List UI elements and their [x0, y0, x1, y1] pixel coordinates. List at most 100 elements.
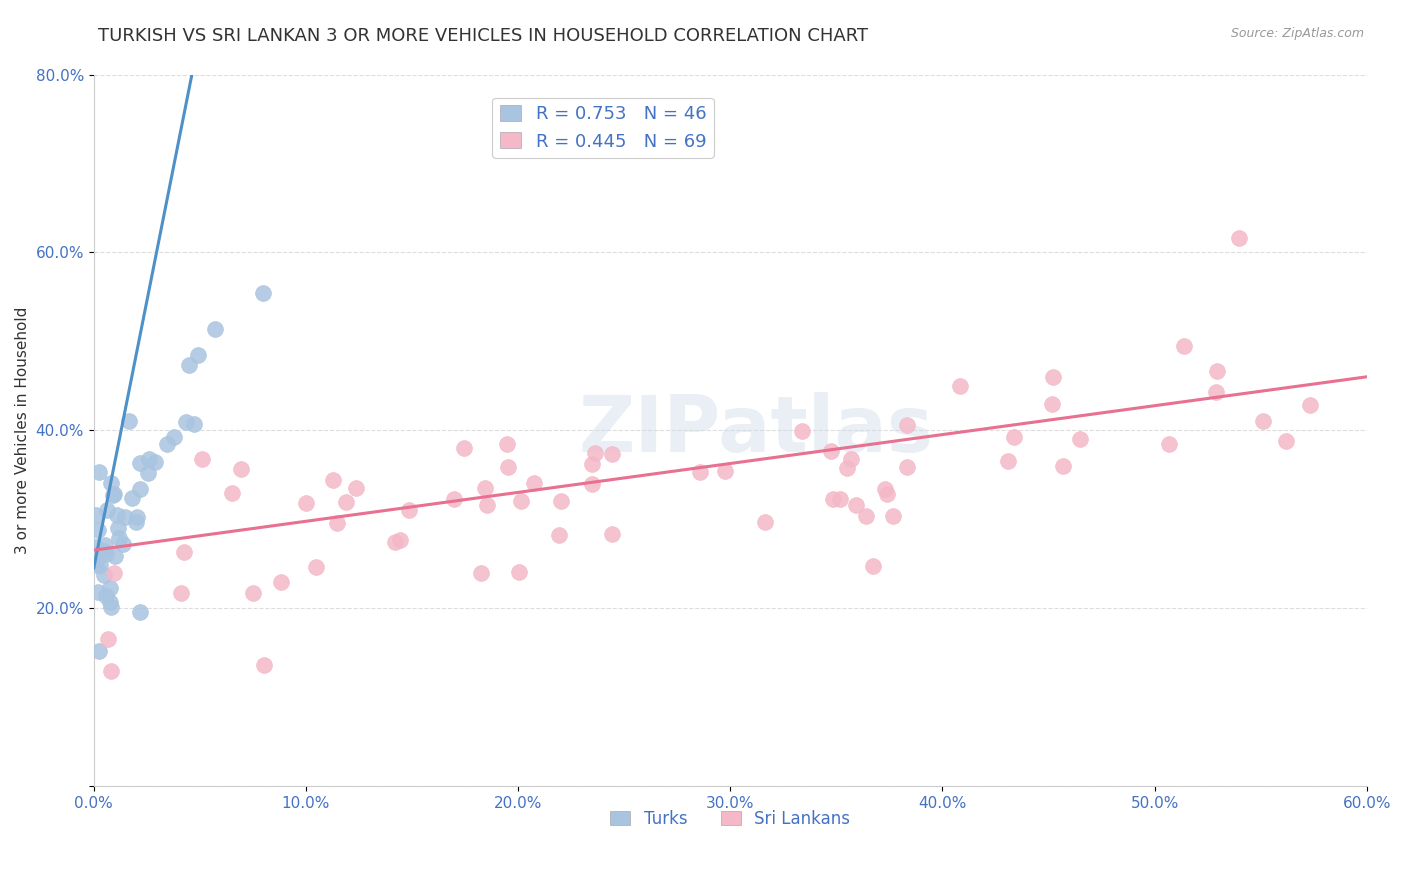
Point [1275, 434, 1298, 449]
Point [295, 496, 318, 510]
Point [855, 508, 877, 523]
Point [600, 527, 623, 541]
Point [470, 566, 492, 580]
Point [581, 457, 603, 471]
Point [1205, 385, 1227, 400]
Point [835, 461, 858, 475]
Point [204, 322, 226, 336]
Point [118, 414, 141, 428]
Text: Source: ZipAtlas.com: Source: ZipAtlas.com [1230, 27, 1364, 40]
Point [583, 445, 606, 459]
Point [876, 487, 898, 501]
Point [104, 549, 127, 563]
Point [101, 488, 124, 502]
Point [191, 452, 214, 467]
Text: ZIPatlas: ZIPatlas [578, 392, 934, 468]
Point [1227, 230, 1250, 244]
Point [125, 515, 148, 529]
Point [97, 632, 120, 646]
Y-axis label: 3 or more Vehicles in Household: 3 or more Vehicles in Household [15, 307, 30, 554]
Point [100, 476, 122, 491]
Point [114, 510, 136, 524]
Point [322, 473, 344, 487]
Point [498, 460, 520, 475]
Point [1052, 458, 1074, 473]
Point [87, 585, 110, 599]
Point [1159, 437, 1181, 451]
Point [548, 528, 571, 542]
Point [714, 464, 737, 478]
Text: TURKISH VS SRI LANKAN 3 OR MORE VEHICLES IN HOUSEHOLD CORRELATION CHART: TURKISH VS SRI LANKAN 3 OR MORE VEHICLES… [98, 27, 869, 45]
Point [1069, 432, 1091, 446]
Point [138, 451, 160, 466]
Point [1251, 414, 1274, 428]
Point [187, 348, 209, 362]
Point [828, 492, 851, 507]
Point [689, 466, 711, 480]
Point [94, 589, 117, 603]
Point [107, 521, 129, 535]
Point [229, 462, 252, 476]
Point [581, 476, 603, 491]
Point [170, 586, 193, 600]
Point [93, 544, 115, 558]
Point [862, 559, 884, 574]
Point [129, 483, 152, 497]
Point [997, 453, 1019, 467]
Point [242, 585, 264, 599]
Point [96, 547, 118, 561]
Point [84, 558, 107, 573]
Point [398, 503, 420, 517]
Point [496, 437, 519, 451]
Point [896, 418, 918, 433]
Point [474, 481, 496, 495]
Point [550, 494, 572, 508]
Point [882, 508, 904, 523]
Point [84, 553, 107, 567]
Point [326, 516, 349, 531]
Point [108, 531, 131, 545]
Point [112, 536, 135, 550]
Point [845, 499, 868, 513]
Point [523, 475, 546, 490]
Point [96, 503, 118, 517]
Point [103, 566, 125, 580]
Point [253, 657, 276, 672]
Point [174, 415, 197, 429]
Point [1173, 339, 1195, 353]
Point [100, 599, 122, 614]
Point [823, 492, 845, 507]
Point [820, 444, 842, 458]
Point [252, 286, 274, 301]
Point [173, 544, 195, 558]
Point [87, 644, 110, 658]
Point [453, 441, 475, 455]
Point [443, 492, 465, 507]
Point [179, 358, 201, 372]
Point [86, 523, 108, 537]
Point [129, 456, 152, 470]
Point [1040, 397, 1063, 411]
Point [1042, 370, 1064, 384]
Point [183, 417, 205, 431]
Point [389, 533, 412, 547]
Point [89, 465, 111, 479]
Point [103, 487, 125, 501]
Point [121, 491, 143, 505]
Point [1002, 430, 1025, 444]
Point [305, 560, 328, 574]
Point [1299, 398, 1322, 412]
Point [270, 574, 292, 589]
Point [384, 535, 406, 549]
Point [125, 510, 148, 524]
Point [600, 447, 623, 461]
Point [949, 379, 972, 393]
Point [1206, 364, 1229, 378]
Point [754, 515, 776, 529]
Point [335, 495, 357, 509]
Point [100, 595, 122, 609]
Point [128, 605, 150, 619]
Point [93, 539, 115, 553]
Point [84, 508, 107, 522]
Point [156, 437, 179, 451]
